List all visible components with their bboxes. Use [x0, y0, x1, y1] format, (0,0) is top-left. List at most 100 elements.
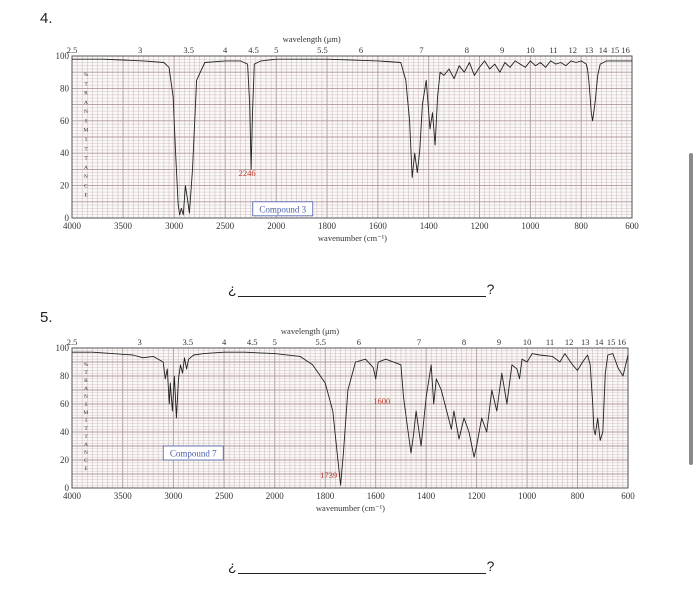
y-axis-label-letter: T — [84, 370, 88, 376]
top-tick-label: 10 — [523, 337, 532, 347]
grid — [71, 55, 633, 219]
x-tick-label: 800 — [574, 221, 588, 231]
y-axis-label-letter: % — [84, 72, 89, 78]
spectrum-line — [72, 351, 629, 486]
y-axis-label-letter: R — [84, 378, 88, 384]
x-tick-label: 4000 — [63, 221, 82, 231]
y-axis-label-letter: T — [84, 426, 88, 432]
y-tick-label: 0 — [65, 213, 70, 223]
top-tick-label: 3.5 — [183, 45, 194, 55]
answer-suffix: ? — [486, 558, 495, 574]
top-tick-label: 12 — [565, 337, 574, 347]
top-tick-label: 14 — [595, 337, 604, 347]
x-tick-label: 1600 — [367, 491, 386, 501]
x-tick-label: 2000 — [266, 491, 285, 501]
top-tick-label: 8 — [462, 337, 466, 347]
vertical-scrollbar[interactable] — [689, 153, 693, 465]
top-tick-label: 5.5 — [315, 337, 326, 347]
top-tick-label: 4 — [222, 337, 227, 347]
peak-label: 2246 — [239, 168, 256, 178]
y-axis-label-letter: N — [84, 174, 88, 180]
y-tick-label: 0 — [65, 483, 70, 493]
top-tick-label: 8 — [465, 45, 469, 55]
y-tick-label: 40 — [60, 427, 70, 437]
y-tick-label: 60 — [60, 116, 70, 126]
top-tick-label: 3 — [138, 45, 142, 55]
y-axis-label-letter: T — [84, 156, 88, 162]
question-number-4: 4. — [40, 10, 53, 27]
peak-label: 1739 — [320, 470, 337, 480]
x-tick-label: 3000 — [164, 491, 183, 501]
top-tick-label: 5 — [274, 45, 278, 55]
answer-prefix: ¿ — [228, 281, 237, 297]
top-tick-label: 5.5 — [317, 45, 328, 55]
y-axis-label-letter: A — [84, 442, 88, 448]
top-tick-label: 4 — [223, 45, 228, 55]
question-number-5: 5. — [40, 309, 53, 326]
answer-line[interactable] — [237, 284, 486, 297]
top-tick-label: 4.5 — [248, 45, 259, 55]
y-axis-label-letter: T — [84, 434, 88, 440]
y-tick-label: 80 — [60, 83, 70, 93]
y-tick-label: 100 — [56, 343, 70, 353]
x-tick-label: 1200 — [468, 491, 487, 501]
x-tick-label: 2500 — [216, 221, 235, 231]
y-tick-label: 100 — [56, 51, 70, 61]
y-axis-label-letter: A — [84, 386, 88, 392]
y-axis-label-letter: R — [84, 91, 88, 97]
y-axis-label-letter: E — [84, 193, 88, 199]
compound-label-box — [252, 201, 314, 217]
y-axis-label-letter: N — [84, 450, 88, 456]
top-tick-label: 2.5 — [67, 45, 78, 55]
y-tick-label: 20 — [60, 455, 70, 465]
x-axis-label: wavenumber (cm⁻¹) — [318, 233, 387, 243]
plot-frame — [71, 347, 629, 489]
x-tick-label: 1800 — [318, 221, 337, 231]
top-tick-label: 16 — [617, 337, 626, 347]
top-tick-label: 4.5 — [247, 337, 258, 347]
x-tick-label: 800 — [571, 491, 585, 501]
answer-prefix: ¿ — [228, 558, 237, 574]
y-tick-label: 60 — [60, 399, 70, 409]
y-axis-label-letter: C — [84, 458, 88, 464]
y-axis-label-letter: S — [84, 118, 87, 124]
top-tick-label: 16 — [621, 45, 630, 55]
x-tick-label: 4000 — [63, 491, 82, 501]
x-tick-label: 2500 — [215, 491, 234, 501]
top-tick-label: 11 — [546, 337, 554, 347]
y-axis-label-letter: A — [84, 165, 88, 171]
x-tick-label: 1400 — [417, 491, 436, 501]
y-tick-label: 20 — [60, 181, 70, 191]
x-axis-label: wavenumber (cm⁻¹) — [316, 503, 385, 513]
y-axis-label-letter: N — [84, 394, 88, 400]
top-tick-label: 14 — [599, 45, 608, 55]
y-axis-label-letter: C — [84, 183, 88, 189]
y-axis-label-letter: A — [84, 100, 88, 106]
top-tick-label: 7 — [419, 45, 423, 55]
top-tick-label: 11 — [549, 45, 557, 55]
x-tick-label: 2000 — [267, 221, 286, 231]
x-tick-label: 600 — [625, 221, 639, 231]
y-axis-label-letter: E — [84, 466, 88, 472]
y-axis-label-letter: M — [84, 410, 89, 416]
top-tick-label: 9 — [497, 337, 501, 347]
top-tick-label: 13 — [581, 337, 590, 347]
x-tick-label: 1200 — [471, 221, 490, 231]
x-tick-label: 3500 — [114, 221, 133, 231]
top-tick-label: 6 — [359, 45, 363, 55]
answer-blank-5[interactable]: ¿? — [228, 558, 494, 574]
x-tick-label: 1600 — [369, 221, 388, 231]
x-tick-label: 1000 — [518, 491, 537, 501]
x-tick-label: 1800 — [316, 491, 335, 501]
y-axis-label-letter: I — [85, 137, 87, 143]
answer-blank-4[interactable]: ¿? — [228, 281, 494, 297]
top-tick-label: 7 — [417, 337, 421, 347]
top-tick-label: 2.5 — [67, 337, 78, 347]
top-tick-label: 6 — [357, 337, 361, 347]
x-tick-label: 1000 — [521, 221, 540, 231]
x-tick-label: 3000 — [165, 221, 184, 231]
y-axis-label-letter: S — [84, 402, 87, 408]
answer-line[interactable] — [237, 561, 486, 574]
